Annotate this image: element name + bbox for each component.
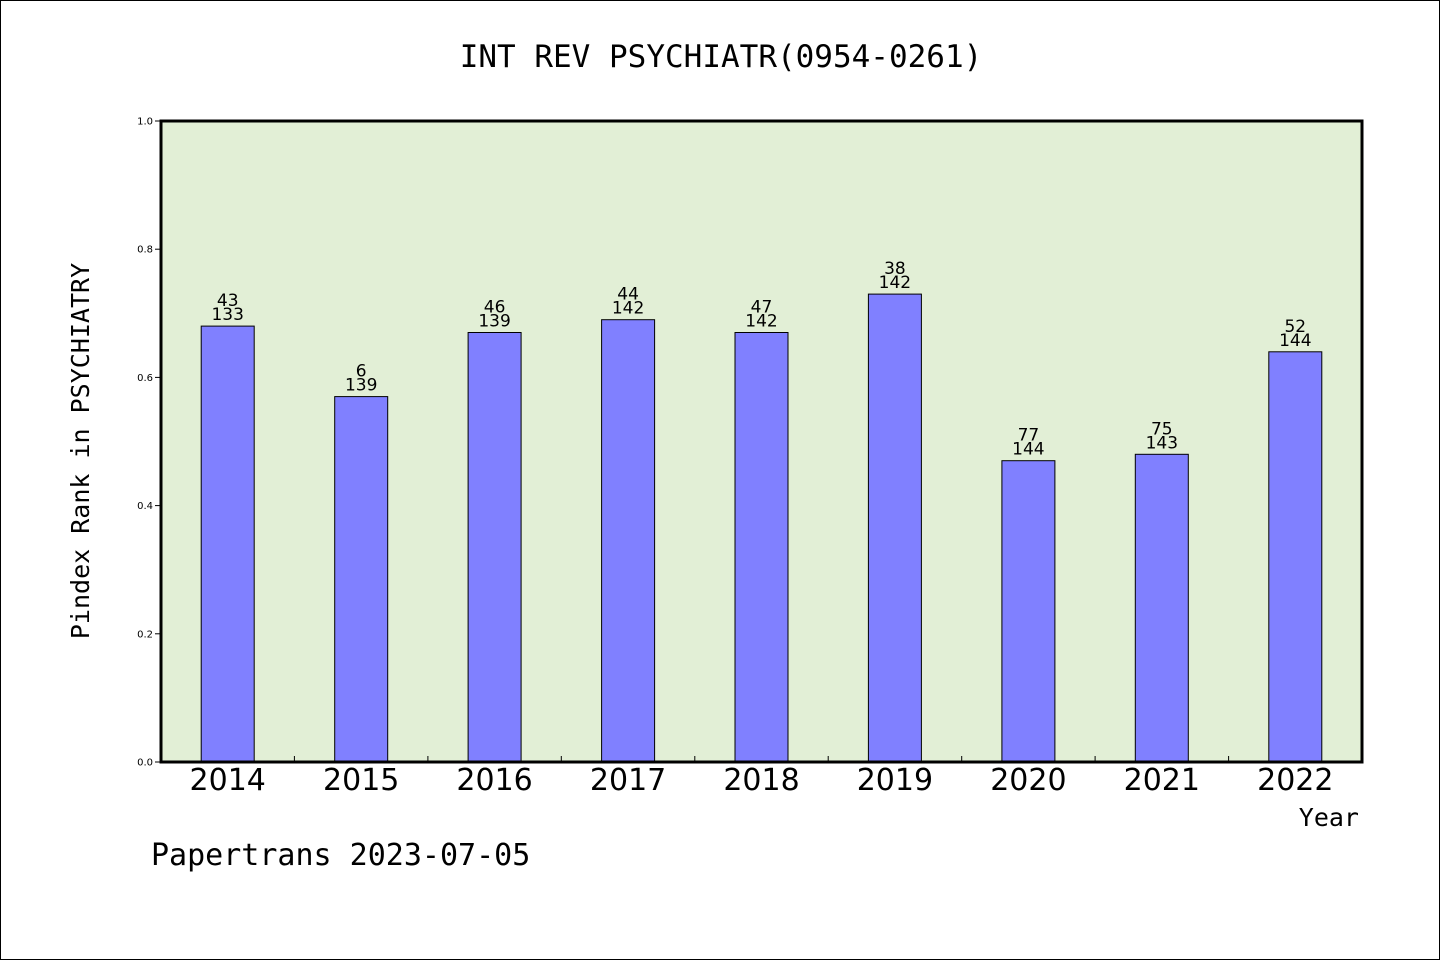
data-label-total-2021: 143 — [1146, 433, 1178, 453]
x-tick-label-2019: 2019 — [857, 763, 933, 798]
chart-title: INT REV PSYCHIATR(0954-0261) — [460, 39, 983, 75]
y-tick-label: 1.0 — [137, 117, 153, 128]
data-label-total-2022: 144 — [1279, 331, 1311, 351]
x-axis-label: Year — [1299, 803, 1359, 832]
plot-border — [159, 119, 1364, 764]
data-label-rank-2016: 46 — [484, 298, 506, 318]
x-axis: 2014 2015 2016 2017 2018 2019 2020 2021 2022 — [190, 756, 1333, 798]
y-tick-label: 0.2 — [137, 629, 153, 640]
data-label-rank-2021: 75 — [1151, 419, 1173, 439]
data-label-total-2019: 142 — [879, 273, 911, 293]
data-label-rank-2022: 52 — [1284, 317, 1306, 337]
bar-2016 — [467, 332, 522, 763]
data-label-rank-2017: 44 — [617, 285, 639, 305]
x-tick-label-2018: 2018 — [723, 763, 799, 798]
data-label-rank-2015: 6 — [356, 362, 367, 382]
data-label-rank-2014: 43 — [217, 291, 239, 311]
bar-2018 — [734, 332, 789, 763]
x-tick-label-2022: 2022 — [1257, 763, 1333, 798]
x-tick-label-2016: 2016 — [456, 763, 532, 798]
bars-layer — [200, 293, 1323, 763]
bar-2021 — [1134, 453, 1189, 763]
x-tick-label-2021: 2021 — [1124, 763, 1200, 798]
data-label-total-2015: 139 — [345, 376, 377, 396]
y-tick-label: 0.6 — [137, 373, 153, 384]
bar-2019 — [867, 293, 922, 763]
bar-2014 — [200, 325, 255, 763]
bar-2015 — [334, 396, 389, 763]
y-axis: 0.0 0.2 0.4 0.6 0.8 1.0 — [137, 117, 161, 769]
bar-2020 — [1001, 460, 1056, 763]
footer-credit: Papertrans 2023-07-05 — [151, 838, 530, 873]
data-label-total-2018: 142 — [745, 312, 777, 332]
data-label-rank-2019: 38 — [884, 259, 906, 279]
bar-2022 — [1268, 351, 1323, 763]
x-tick-label-2017: 2017 — [590, 763, 666, 798]
y-axis-label: Pindex Rank in PSYCHIATRY — [66, 263, 95, 639]
y-tick-label: 0.4 — [137, 501, 153, 512]
x-tick-label-2020: 2020 — [990, 763, 1066, 798]
x-tick-label-2014: 2014 — [190, 763, 266, 798]
bar-2017 — [601, 319, 656, 763]
x-tick-label-2015: 2015 — [323, 763, 399, 798]
data-label-total-2020: 144 — [1012, 440, 1044, 460]
data-label-total-2014: 133 — [211, 305, 243, 325]
y-tick-label: 0.0 — [137, 758, 153, 769]
data-label-rank-2018: 47 — [751, 298, 773, 318]
data-label-total-2016: 139 — [478, 312, 510, 332]
y-tick-label: 0.8 — [137, 245, 153, 256]
data-label-total-2017: 142 — [612, 299, 644, 319]
data-label-rank-2020: 77 — [1018, 426, 1040, 446]
